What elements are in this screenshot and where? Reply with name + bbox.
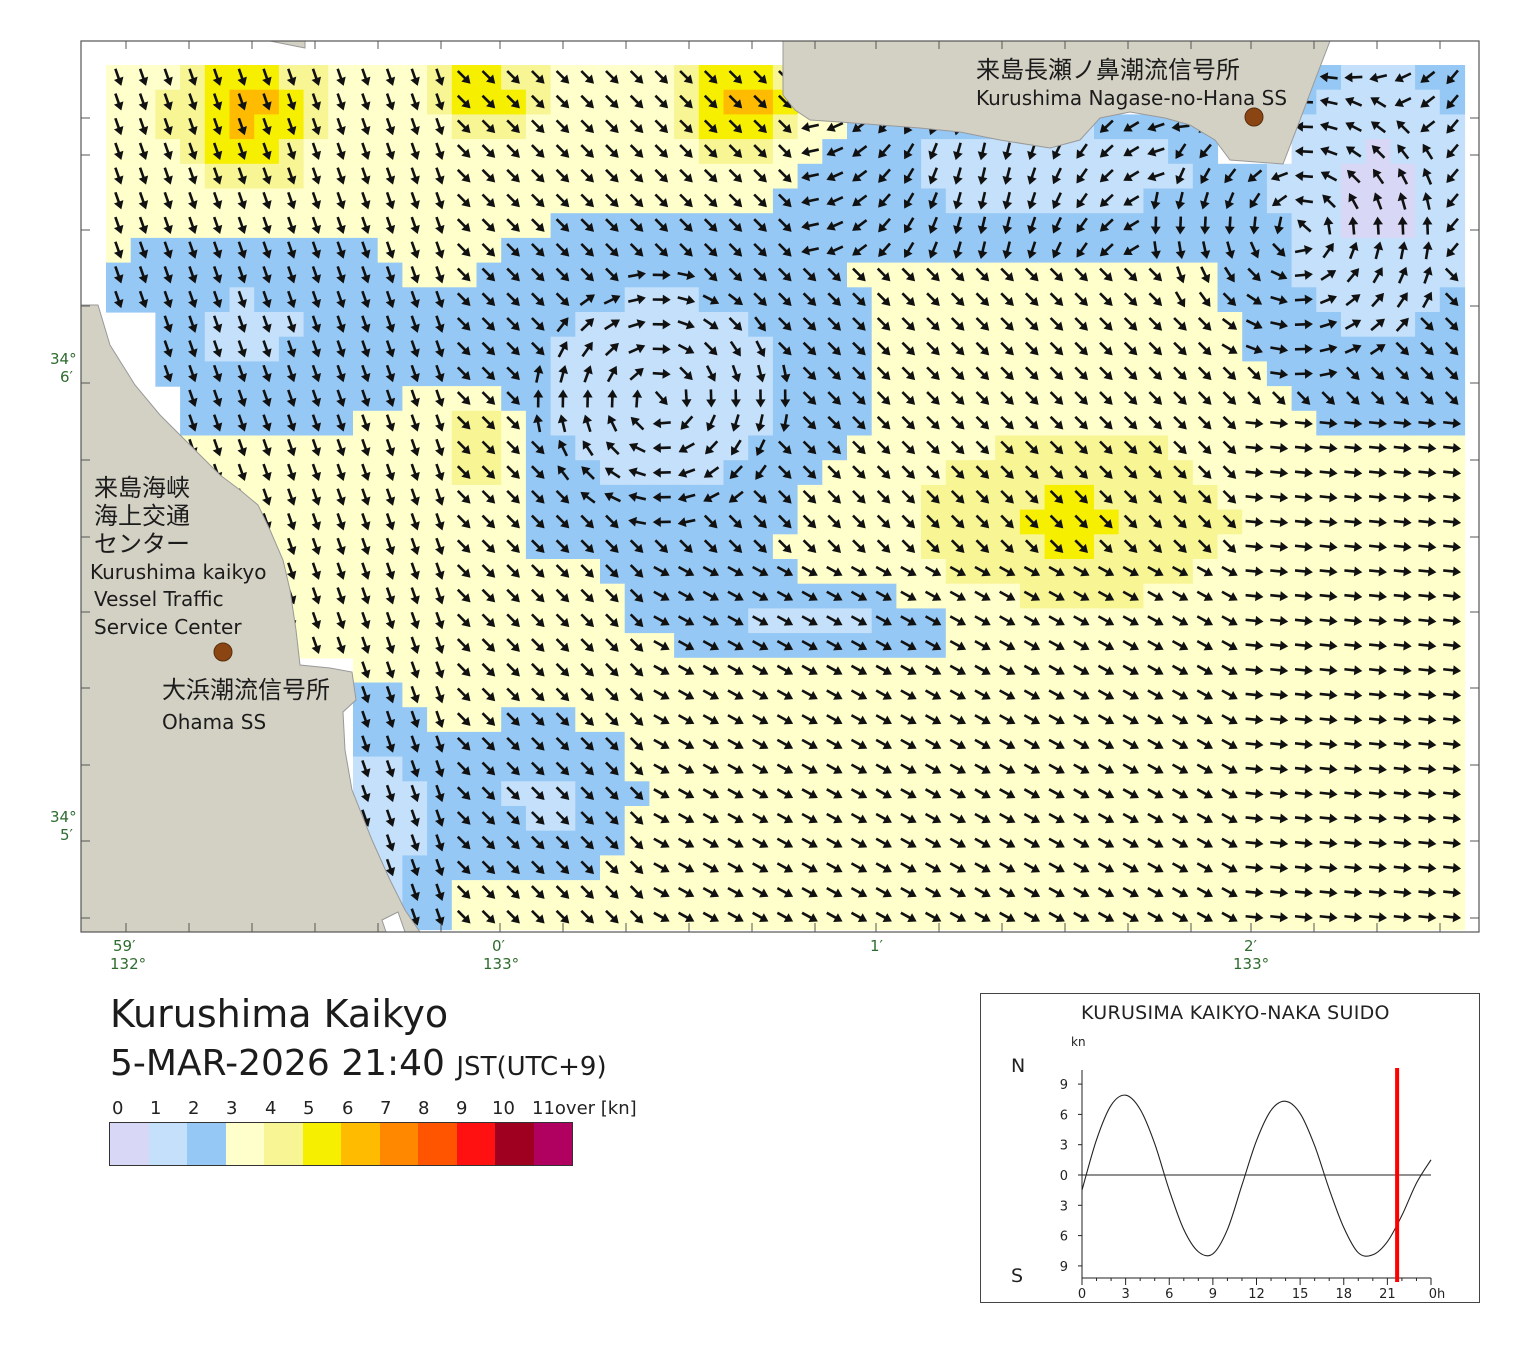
scale-label: 0: [112, 1098, 124, 1119]
tide-x-tick-label: 0h: [1429, 1287, 1446, 1302]
vts-label-jp-3: センター: [94, 530, 190, 558]
tide-x-tick-label: 15: [1292, 1287, 1309, 1302]
tide-y-tick-label: 6: [1060, 1108, 1068, 1123]
tide-unit-label: kn: [1071, 1035, 1086, 1049]
tide-x-tick-label: 3: [1121, 1287, 1129, 1302]
page-title: Kurushima Kaikyo: [110, 992, 449, 1036]
scale-swatch: [110, 1123, 149, 1165]
scale-label: 11over [kn]: [532, 1098, 637, 1119]
lat-tick-min-1: 6′: [60, 368, 73, 386]
speed-scale-labels: 0 1 2 3 4 5 6 7 8 9 10 11over [kn]: [108, 1098, 668, 1120]
scale-swatch: [379, 1123, 418, 1165]
tide-x-tick-label: 0: [1078, 1287, 1086, 1302]
nagase-station-label-jp: 来島長瀬ノ鼻潮流信号所: [976, 56, 1240, 84]
lon-tick-bottom-2: 133°: [483, 955, 520, 973]
scale-swatch: [225, 1123, 264, 1165]
nagase-station-marker[interactable]: [1244, 107, 1264, 127]
scale-label: 6: [342, 1098, 354, 1119]
lat-tick-min-2: 5′: [60, 826, 73, 844]
tide-y-tick-label: 0: [1060, 1169, 1068, 1184]
scale-label: 4: [265, 1098, 277, 1119]
tide-y-tick-label: 9: [1060, 1260, 1068, 1275]
scale-label: 10: [492, 1098, 515, 1119]
vts-label-en-2: Vessel Traffic: [94, 587, 224, 611]
tide-x-tick-label: 9: [1209, 1287, 1217, 1302]
scale-label: 3: [226, 1098, 238, 1119]
scale-swatch: [495, 1123, 534, 1165]
scale-label: 5: [303, 1098, 315, 1119]
scale-swatch: [341, 1123, 380, 1165]
timezone-text: JST(UTC+9): [456, 1052, 607, 1082]
tide-y-tick-label: 6: [1060, 1230, 1068, 1245]
scale-label: 9: [456, 1098, 468, 1119]
lon-tick-top-1: 59′: [113, 937, 136, 955]
scale-swatch: [456, 1123, 495, 1165]
scale-swatch: [264, 1123, 303, 1165]
ohama-station-label-jp: 大浜潮流信号所: [162, 676, 330, 704]
tide-x-tick-label: 12: [1248, 1287, 1265, 1302]
scale-label: 8: [418, 1098, 430, 1119]
tide-x-tick-label: 18: [1335, 1287, 1352, 1302]
scale-label: 2: [188, 1098, 200, 1119]
ohama-station-label-en: Ohama SS: [162, 710, 267, 734]
tide-curve: [1081, 1094, 1432, 1257]
vts-label-en-1: Kurushima kaikyo: [90, 560, 267, 584]
lon-tick-bottom-1: 132°: [110, 955, 147, 973]
lat-tick-deg-2: 34°: [50, 808, 77, 826]
scale-swatch: [533, 1123, 572, 1165]
forecast-datetime: 5-MAR-2026 21:40 JST(UTC+9): [110, 1042, 607, 1089]
tide-y-tick-label: 3: [1060, 1139, 1068, 1154]
scale-swatch: [148, 1123, 187, 1165]
scale-swatch: [302, 1123, 341, 1165]
lon-tick-top-2: 0′: [492, 937, 505, 955]
vts-label-en-3: Service Center: [94, 615, 242, 639]
tide-north-label: N: [1011, 1055, 1025, 1077]
tide-y-tick-label: 9: [1060, 1078, 1068, 1093]
ohama-station-marker[interactable]: [213, 642, 233, 662]
tide-y-tick-label: 3: [1060, 1199, 1068, 1214]
scale-label: 1: [150, 1098, 162, 1119]
tide-south-label: S: [1011, 1265, 1023, 1287]
tidal-current-map: [80, 40, 1480, 933]
lon-tick-top-3: 1′: [870, 937, 883, 955]
tide-chart-panel: KURUSIMA KAIKYO-NAKA SUIDO 9 6 3 0 3 6 9 0 3 6 9 12…: [980, 993, 1480, 1303]
speed-color-scale: [109, 1122, 573, 1166]
scale-label: 7: [380, 1098, 392, 1119]
tide-x-tick-label: 6: [1165, 1287, 1173, 1302]
lon-tick-bottom-4: 133°: [1233, 955, 1270, 973]
tide-x-tick-label: 21: [1379, 1287, 1396, 1302]
scale-swatch: [418, 1123, 457, 1165]
nagase-station-label-en: Kurushima Nagase-no-Hana SS: [976, 86, 1288, 110]
datetime-text: 5-MAR-2026 21:40: [110, 1043, 445, 1084]
vts-label-jp-1: 来島海峡: [94, 474, 190, 502]
scale-swatch: [187, 1123, 226, 1165]
lat-tick-deg-1: 34°: [50, 350, 77, 368]
lon-tick-top-4: 2′: [1244, 937, 1257, 955]
vts-label-jp-2: 海上交通: [94, 502, 190, 530]
